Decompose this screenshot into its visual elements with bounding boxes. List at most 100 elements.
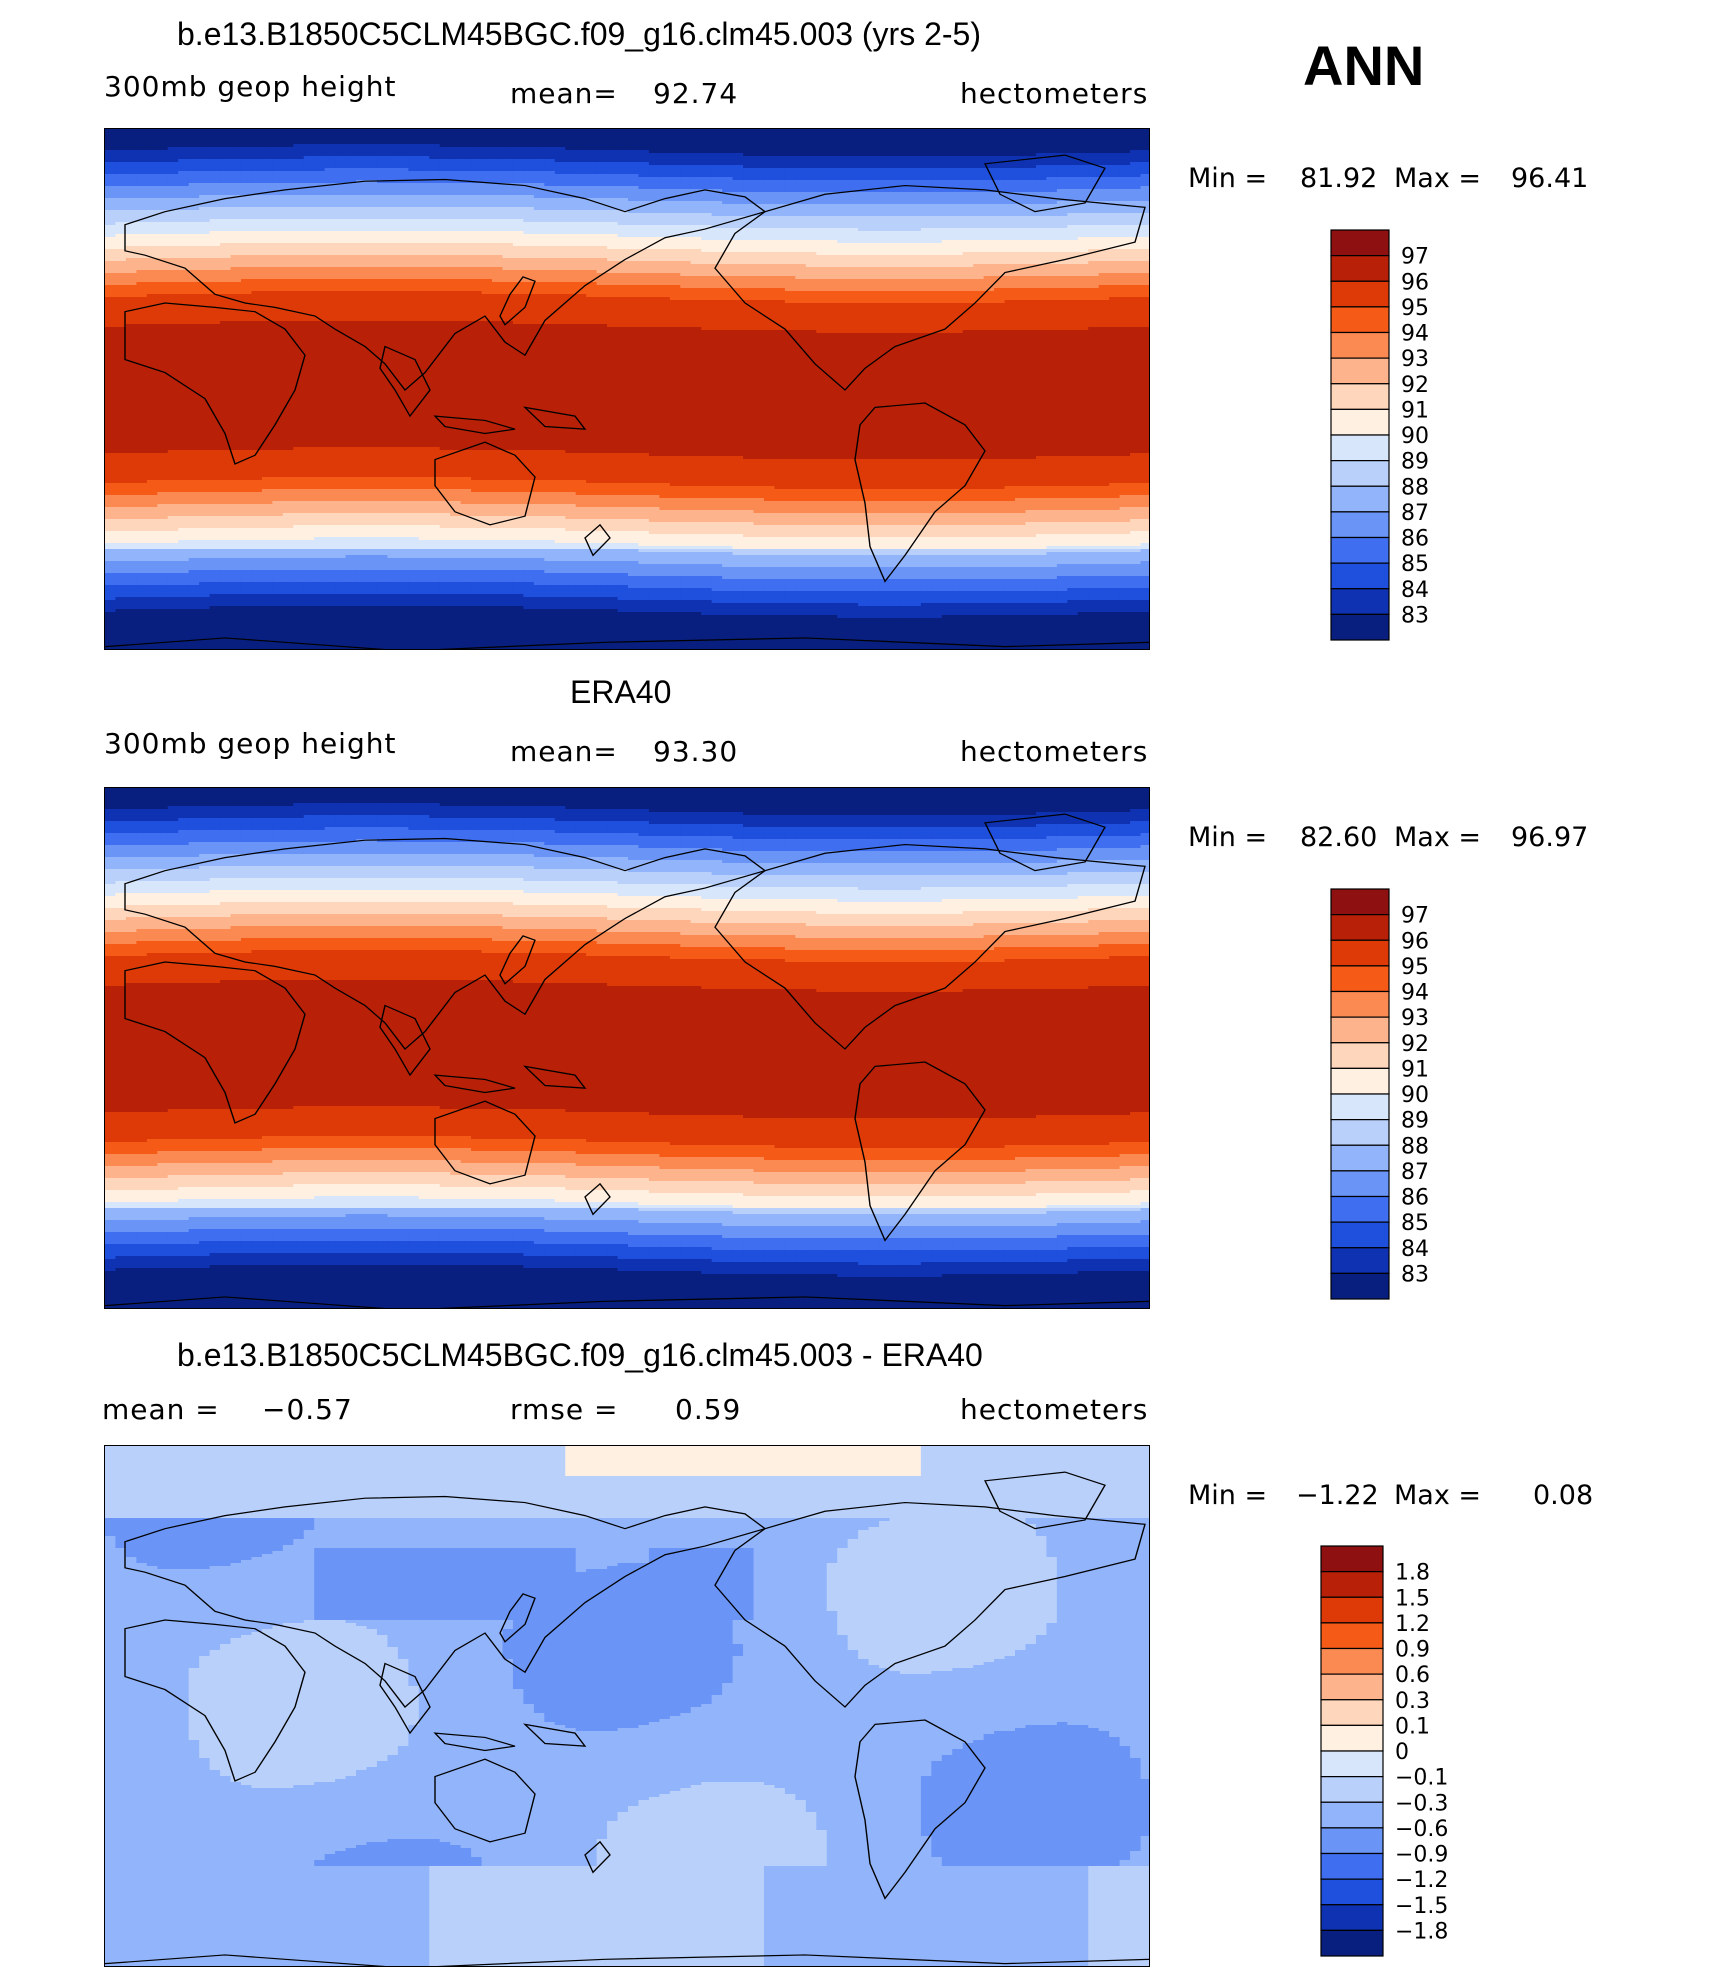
panel1-cell	[858, 132, 870, 136]
panel1-cell	[994, 153, 1006, 157]
panel1-cell	[753, 135, 765, 139]
panel1-cell	[920, 144, 932, 148]
panel1-cell	[763, 144, 776, 148]
panel1-cell	[429, 138, 441, 142]
panel1-cell	[826, 141, 838, 145]
panel1-cell	[711, 159, 723, 163]
panel1-cell	[879, 165, 891, 169]
panel1-cell	[638, 129, 650, 133]
panel1-cell	[931, 141, 943, 145]
panel1-cell	[251, 165, 263, 169]
panel1-cell	[973, 171, 985, 175]
panel1-cell	[565, 141, 577, 145]
panel1-cell	[858, 153, 870, 157]
panel1-cell	[303, 147, 315, 151]
panel1-cell	[1004, 144, 1016, 148]
panel1-cell	[303, 171, 315, 175]
panel1-cell	[701, 159, 713, 163]
panel1-cell	[356, 132, 368, 136]
panel1-cell	[324, 162, 336, 166]
panel1-cell	[1088, 144, 1100, 148]
panel1-cell	[805, 132, 817, 136]
panel1-cell	[837, 171, 849, 175]
panel1-cell	[1004, 150, 1016, 154]
panel1-cell	[753, 159, 765, 163]
panel1-cell	[941, 165, 953, 169]
panel1-cell	[586, 168, 598, 172]
panel1-cell	[774, 129, 786, 133]
panel1-cell	[1077, 156, 1089, 160]
panel1-cell	[356, 168, 368, 172]
panel1-cell	[492, 171, 504, 175]
panel1-cell	[952, 141, 964, 145]
panel1-cell	[680, 165, 692, 169]
panel1-cell	[837, 168, 849, 172]
panel1-cell	[868, 156, 880, 160]
panel1-cell	[899, 150, 912, 154]
panel1-cell	[941, 153, 953, 157]
panel1-cell	[983, 153, 995, 157]
panel1-cell	[1056, 150, 1068, 154]
panel1-cell	[805, 153, 817, 157]
panel1-cell	[261, 168, 273, 172]
panel1-cell	[1077, 153, 1089, 157]
panel1-cell	[816, 171, 828, 175]
panel1-cell	[471, 150, 483, 154]
panel1-cell	[983, 147, 995, 151]
panel1-cell	[366, 135, 378, 139]
panel1-cell	[858, 141, 870, 145]
panel1-cell	[973, 138, 985, 142]
panel1-cell	[1056, 129, 1068, 133]
panel1-cell	[669, 141, 681, 145]
panel1-cell	[240, 144, 253, 148]
panel1-cell	[533, 132, 545, 136]
panel1-cell	[607, 153, 619, 157]
panel1-cell	[502, 135, 514, 139]
panel1-cell	[596, 141, 608, 145]
panel1-cell	[1015, 150, 1027, 154]
panel1-cell	[272, 159, 284, 163]
panel1-cell	[460, 129, 472, 133]
panel1-cell	[1035, 138, 1047, 142]
panel1-cell	[105, 156, 117, 160]
panel1-cell	[251, 129, 263, 133]
panel1-cell	[659, 138, 671, 142]
panel1-cell	[952, 165, 964, 169]
panel1-cell	[669, 168, 681, 172]
panel1-cell	[167, 162, 179, 166]
panel1-cell	[324, 150, 336, 154]
panel1-cell	[826, 156, 838, 160]
panel1-cell	[303, 159, 315, 163]
panel1-cell	[575, 153, 587, 157]
panel1-cell	[1056, 147, 1068, 151]
panel1-cell	[220, 150, 232, 154]
panel1-cell	[230, 141, 242, 145]
panel1-cell	[628, 159, 640, 163]
panel1-cell	[899, 165, 912, 169]
panel1-cell	[879, 138, 891, 142]
panel1-cell	[136, 141, 148, 145]
panel1-cell	[1109, 144, 1121, 148]
panel1-cell	[105, 153, 117, 157]
panel1-cell	[607, 165, 619, 169]
panel1-cell	[439, 162, 451, 166]
panel1-cell	[607, 129, 619, 133]
panel1-cell	[722, 171, 734, 175]
panel1-cell	[983, 144, 995, 148]
panel1-cell	[962, 147, 974, 151]
panel1-cell	[544, 168, 556, 172]
panel1-cell	[659, 159, 671, 163]
panel1-cell	[868, 141, 880, 145]
panel1-cell	[533, 168, 545, 172]
panel1-cell	[669, 132, 681, 136]
panel1-cell	[774, 162, 786, 166]
panel1-cell	[701, 132, 713, 136]
panel1-cell	[1130, 147, 1142, 151]
panel1-cell	[983, 168, 995, 172]
panel1-cell	[261, 171, 273, 175]
panel1-cell	[1119, 165, 1131, 169]
panel1-cell	[1130, 159, 1142, 163]
panel1-cell	[743, 144, 755, 148]
panel1-cell	[157, 147, 169, 151]
panel1-cell	[335, 132, 347, 136]
